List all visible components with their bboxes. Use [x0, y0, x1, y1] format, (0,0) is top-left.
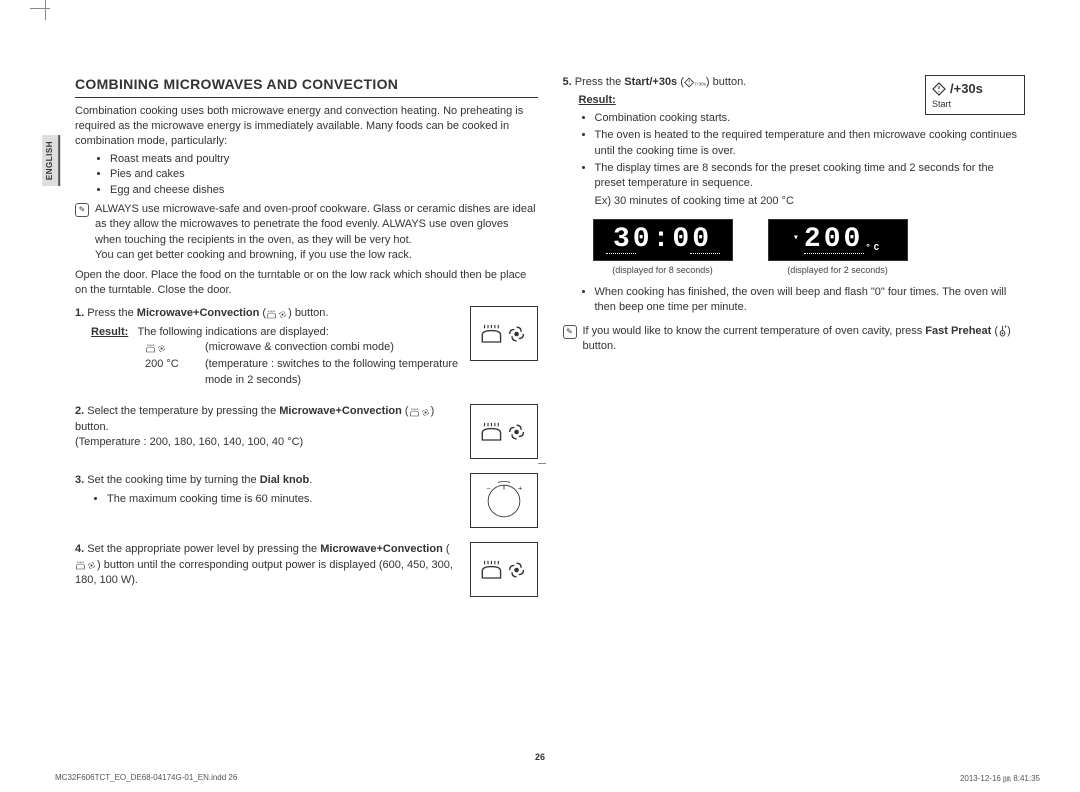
result-item: The oven is heated to the required tempe… [595, 128, 1026, 159]
knob-name: Dial knob [260, 474, 310, 486]
button-name: Microwave+Convection [320, 543, 443, 555]
result-intro: The following indications are displayed: [137, 326, 328, 338]
note-icon: ✎ [75, 203, 89, 217]
left-column: ENGLISH COMBINING MICROWAVES AND CONVECT… [75, 75, 538, 702]
result-label: Result: [91, 325, 128, 340]
button-name: Fast Preheat [925, 325, 991, 337]
start-button-box: /+30s Start [925, 75, 1025, 115]
combi-icon [266, 308, 288, 319]
step-text-part: ) button. [706, 76, 746, 88]
display-examples: 30:00 (displayed for 8 seconds) ▾200°C (… [593, 219, 1026, 277]
preheat-icon [998, 325, 1007, 337]
step-1: 1. Press the Microwave+Convection ( ) but… [75, 306, 538, 390]
step-text-part: ( [402, 405, 409, 417]
result-value: (temperature : switches to the following… [205, 357, 460, 388]
step-icon-box [470, 542, 538, 597]
print-footer: MC32F606TCT_EO_DE68-04174G-01_EN.indd 26… [55, 773, 1040, 784]
step-3: 3. Set the cooking time by turning the D… [75, 473, 538, 528]
button-name: Start/+30s [624, 76, 677, 88]
food-list: Roast meats and poultry Pies and cakes E… [110, 152, 538, 198]
combi-icon [75, 559, 97, 570]
lcd-caption: (displayed for 8 seconds) [593, 264, 733, 277]
step-text-part: Press the [87, 307, 137, 319]
svg-text:/+30s: /+30s [695, 81, 706, 86]
result-key: 200 °C [145, 357, 195, 388]
right-column: /+30s Start 5. Press the Start/+30s (/+3… [563, 75, 1026, 702]
mid-crop-mark [538, 463, 546, 464]
step-text-part: Select the temperature by pressing the [87, 405, 279, 417]
dial-icon-box: −+ [470, 473, 538, 528]
result-item: The display times are 8 seconds for the … [595, 161, 1026, 192]
step-4: 4. Set the appropriate power level by pr… [75, 542, 538, 597]
step-number: 4. [75, 543, 84, 555]
result-list: Combination cooking starts. The oven is … [595, 111, 1026, 192]
step-number: 1. [75, 307, 84, 319]
step-text-part: Press the [575, 76, 625, 88]
crop-mark-v [45, 0, 57, 20]
step-text-part: ) button. [288, 307, 328, 319]
crop-mark-h [30, 8, 50, 9]
safety-note: ✎ ALWAYS use microwave-safe and oven-pro… [75, 202, 538, 264]
intro-paragraph: Combination cooking uses both microwave … [75, 104, 538, 150]
step-number: 2. [75, 405, 84, 417]
step-number: 5. [563, 76, 572, 88]
note-text-part: ( [991, 325, 998, 337]
section-heading: COMBINING MICROWAVES AND CONVECTION [75, 75, 538, 98]
step-number: 3. [75, 474, 84, 486]
list-item: Egg and cheese dishes [110, 183, 538, 198]
note-text: ALWAYS use microwave-safe and oven-proof… [95, 203, 536, 246]
svg-text:−: − [486, 485, 490, 492]
button-name: Microwave+Convection [137, 307, 260, 319]
step-icon-box [470, 306, 538, 361]
step-text-part: . [309, 474, 312, 486]
step-bullet: The maximum cooking time is 60 minutes. [107, 492, 460, 507]
temperature-note: ✎ If you would like to know the current … [563, 324, 1026, 355]
lcd-time: 30:00 [593, 219, 733, 261]
step-icon-box [470, 404, 538, 459]
result-label: Result: [579, 93, 616, 108]
start-inline-icon: /+30s [684, 77, 706, 88]
footer-filename: MC32F606TCT_EO_DE68-04174G-01_EN.indd 26 [55, 773, 237, 784]
step-text-part: ( [677, 76, 684, 88]
note-icon: ✎ [563, 325, 577, 339]
footer-timestamp: 2013-12-16 ㏘ 8:41:35 [960, 773, 1040, 784]
language-tab: ENGLISH [42, 135, 60, 186]
list-item: Pies and cakes [110, 167, 538, 182]
page-number: 26 [0, 752, 1080, 762]
result-value: (microwave & convection combi mode) [205, 340, 394, 355]
list-item: Roast meats and poultry [110, 152, 538, 167]
combi-icon [409, 406, 431, 417]
step-text-part: Set the appropriate power level by press… [87, 543, 320, 555]
lcd-temp: ▾200°C [768, 219, 908, 261]
page-body: ENGLISH COMBINING MICROWAVES AND CONVECT… [0, 0, 1080, 742]
combi-icon [145, 342, 167, 353]
step-text-part: Set the cooking time by turning the [87, 474, 259, 486]
step-2: 2. Select the temperature by pressing th… [75, 404, 538, 459]
result-list-2: When cooking has finished, the oven will… [595, 285, 1026, 316]
open-door-text: Open the door. Place the food on the tur… [75, 268, 538, 299]
button-name: Microwave+Convection [279, 405, 402, 417]
result-item: When cooking has finished, the oven will… [595, 285, 1026, 316]
temperature-list: (Temperature : 200, 180, 160, 140, 100, … [75, 436, 303, 448]
example-text: Ex) 30 minutes of cooking time at 200 °C [595, 194, 1026, 209]
svg-text:+: + [518, 485, 522, 492]
step-text-part: ) button until the corresponding output … [75, 559, 453, 586]
start-diamond-icon [932, 82, 946, 96]
step-text-part: ( [259, 307, 266, 319]
step-text-part: ( [443, 543, 450, 555]
start-label-top: /+30s [950, 80, 983, 98]
result-table: (microwave & convection combi mode) 200 … [145, 340, 460, 388]
start-label-bottom: Start [932, 98, 1018, 111]
note-text-part: If you would like to know the current te… [583, 325, 926, 337]
note-text-2: You can get better cooking and browning,… [95, 249, 412, 261]
lcd-caption: (displayed for 2 seconds) [768, 264, 908, 277]
